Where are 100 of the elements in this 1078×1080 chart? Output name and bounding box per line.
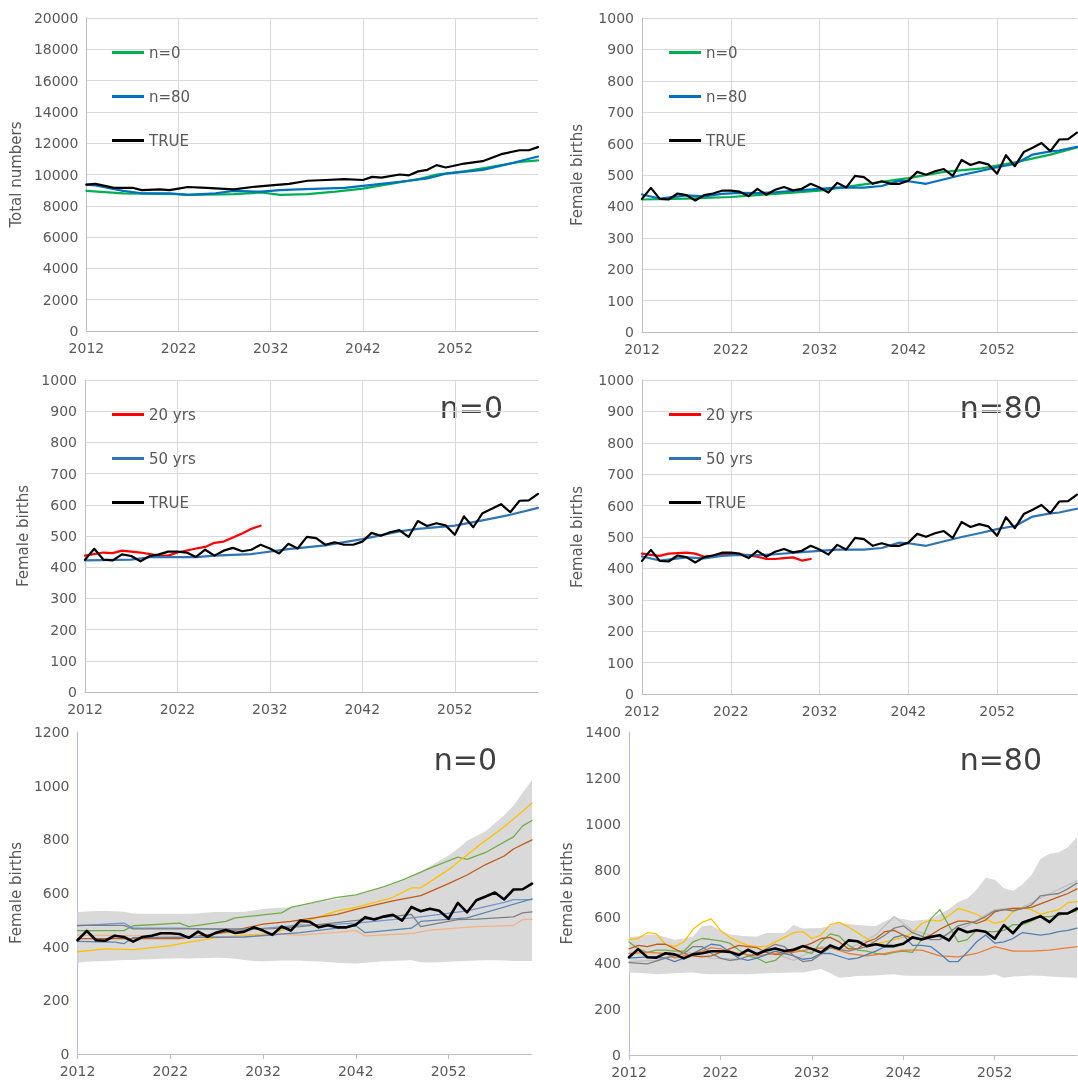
y-tick-label: 900 bbox=[50, 403, 77, 420]
line-series bbox=[76, 898, 533, 945]
y-tick-label: 0 bbox=[69, 323, 79, 339]
y-tick-label: 600 bbox=[50, 496, 77, 513]
legend-label: 20 yrs bbox=[149, 405, 196, 424]
y-tick-label: 2000 bbox=[42, 291, 79, 308]
x-tick-label: 2042 bbox=[344, 701, 381, 717]
y-tick-label: 800 bbox=[607, 434, 634, 451]
y-axis-title: Female births bbox=[557, 842, 576, 945]
y-tick-label: 4000 bbox=[42, 260, 79, 277]
line-series bbox=[83, 524, 262, 557]
legend-label: 50 yrs bbox=[706, 449, 753, 468]
line-series bbox=[640, 131, 1078, 202]
y-tick-label: 900 bbox=[607, 403, 634, 420]
x-tick-label: 2032 bbox=[252, 701, 288, 717]
y-tick-label: 0 bbox=[625, 686, 634, 702]
y-tick-label: 500 bbox=[607, 167, 634, 183]
x-tick-label: 2042 bbox=[337, 1063, 374, 1079]
y-tick-label: 200 bbox=[594, 1000, 621, 1017]
line-series bbox=[83, 506, 540, 562]
x-tick-label: 2052 bbox=[976, 1064, 1013, 1080]
x-tick-label: 2012 bbox=[67, 701, 103, 717]
y-tick-label: 1000 bbox=[598, 10, 634, 26]
y-tick-label: 0 bbox=[60, 1046, 70, 1062]
y-tick-label: 600 bbox=[607, 497, 634, 514]
y-tick-label: 600 bbox=[607, 135, 634, 152]
y-tick-label: 12000 bbox=[33, 135, 79, 152]
x-tick-label: 2022 bbox=[160, 340, 197, 356]
x-tick-label: 2012 bbox=[624, 703, 660, 719]
x-tick-label: 2022 bbox=[152, 1063, 189, 1079]
x-tick-label: 2012 bbox=[624, 341, 660, 357]
legend-label: 50 yrs bbox=[149, 449, 196, 468]
y-tick-label: 100 bbox=[50, 652, 77, 669]
y-tick-label: 400 bbox=[594, 954, 621, 971]
y-tick-label: 1000 bbox=[585, 816, 621, 833]
y-tick-label: 300 bbox=[607, 591, 634, 608]
legend-label: n=0 bbox=[149, 43, 181, 62]
legend-label: 20 yrs bbox=[706, 405, 753, 424]
y-tick-label: 400 bbox=[42, 938, 70, 955]
y-tick-label: 1000 bbox=[33, 777, 70, 794]
y-tick-label: 10000 bbox=[33, 166, 79, 183]
y-tick-label: 900 bbox=[607, 41, 634, 58]
x-tick-label: 2042 bbox=[890, 703, 927, 719]
x-tick-label: 2032 bbox=[252, 340, 289, 356]
y-tick-label: 1000 bbox=[598, 372, 634, 388]
y-tick-label: 1200 bbox=[585, 770, 621, 787]
y-tick-label: 800 bbox=[607, 72, 634, 89]
y-tick-label: 400 bbox=[50, 559, 77, 576]
x-tick-label: 2032 bbox=[801, 341, 838, 357]
line-series bbox=[76, 911, 533, 930]
y-tick-label: 1000 bbox=[41, 372, 77, 388]
x-tick-label: 2032 bbox=[801, 703, 838, 719]
y-tick-label: 600 bbox=[594, 908, 621, 925]
legend-label: TRUE bbox=[148, 131, 190, 150]
y-tick-label: 400 bbox=[607, 560, 634, 577]
x-tick-label: 2052 bbox=[979, 703, 1015, 719]
y-tick-label: 0 bbox=[612, 1047, 621, 1063]
y-tick-label: 300 bbox=[607, 229, 634, 246]
x-tick-label: 2042 bbox=[885, 1064, 922, 1080]
legend-label: n=80 bbox=[706, 87, 748, 106]
y-tick-label: 200 bbox=[42, 992, 70, 1009]
y-tick-label: 100 bbox=[607, 654, 634, 671]
x-tick-label: 2022 bbox=[712, 341, 749, 357]
y-tick-label: 18000 bbox=[33, 41, 79, 58]
y-tick-label: 20000 bbox=[33, 10, 79, 26]
y-tick-label: 200 bbox=[50, 621, 77, 638]
line-series bbox=[628, 900, 1078, 948]
x-tick-label: 2052 bbox=[436, 701, 473, 717]
x-tick-label: 2012 bbox=[611, 1064, 647, 1080]
line-series bbox=[85, 146, 540, 192]
x-tick-label: 2042 bbox=[345, 340, 381, 356]
y-tick-label: 700 bbox=[50, 465, 77, 482]
line-series bbox=[628, 927, 1078, 963]
y-tick-label: 800 bbox=[50, 434, 77, 451]
y-tick-label: 6000 bbox=[42, 229, 79, 246]
line-series bbox=[76, 802, 533, 953]
y-tick-label: 200 bbox=[607, 623, 634, 640]
legend-label: TRUE bbox=[705, 131, 747, 150]
x-tick-label: 2012 bbox=[68, 340, 105, 356]
y-tick-label: 1400 bbox=[585, 724, 621, 740]
legend-label: TRUE bbox=[705, 493, 747, 512]
y-axis-title: Female births bbox=[567, 123, 586, 227]
line-series bbox=[640, 493, 1078, 564]
legend-label: TRUE bbox=[148, 493, 190, 512]
line-series bbox=[628, 888, 1078, 958]
x-tick-label: 2042 bbox=[890, 341, 927, 357]
x-tick-label: 2052 bbox=[437, 340, 473, 356]
y-tick-label: 500 bbox=[607, 529, 634, 545]
y-tick-label: 0 bbox=[625, 324, 634, 340]
legend-label: n=0 bbox=[706, 43, 738, 62]
y-tick-label: 700 bbox=[607, 104, 634, 121]
x-tick-label: 2012 bbox=[59, 1063, 96, 1079]
y-tick-label: 600 bbox=[42, 885, 70, 901]
line-series bbox=[83, 492, 540, 563]
y-tick-label: 14000 bbox=[33, 103, 79, 120]
y-tick-label: 16000 bbox=[33, 72, 79, 89]
x-tick-label: 2052 bbox=[430, 1063, 467, 1079]
annotation: n=0 bbox=[433, 741, 498, 777]
x-tick-label: 2032 bbox=[794, 1064, 830, 1080]
line-series bbox=[76, 882, 534, 943]
